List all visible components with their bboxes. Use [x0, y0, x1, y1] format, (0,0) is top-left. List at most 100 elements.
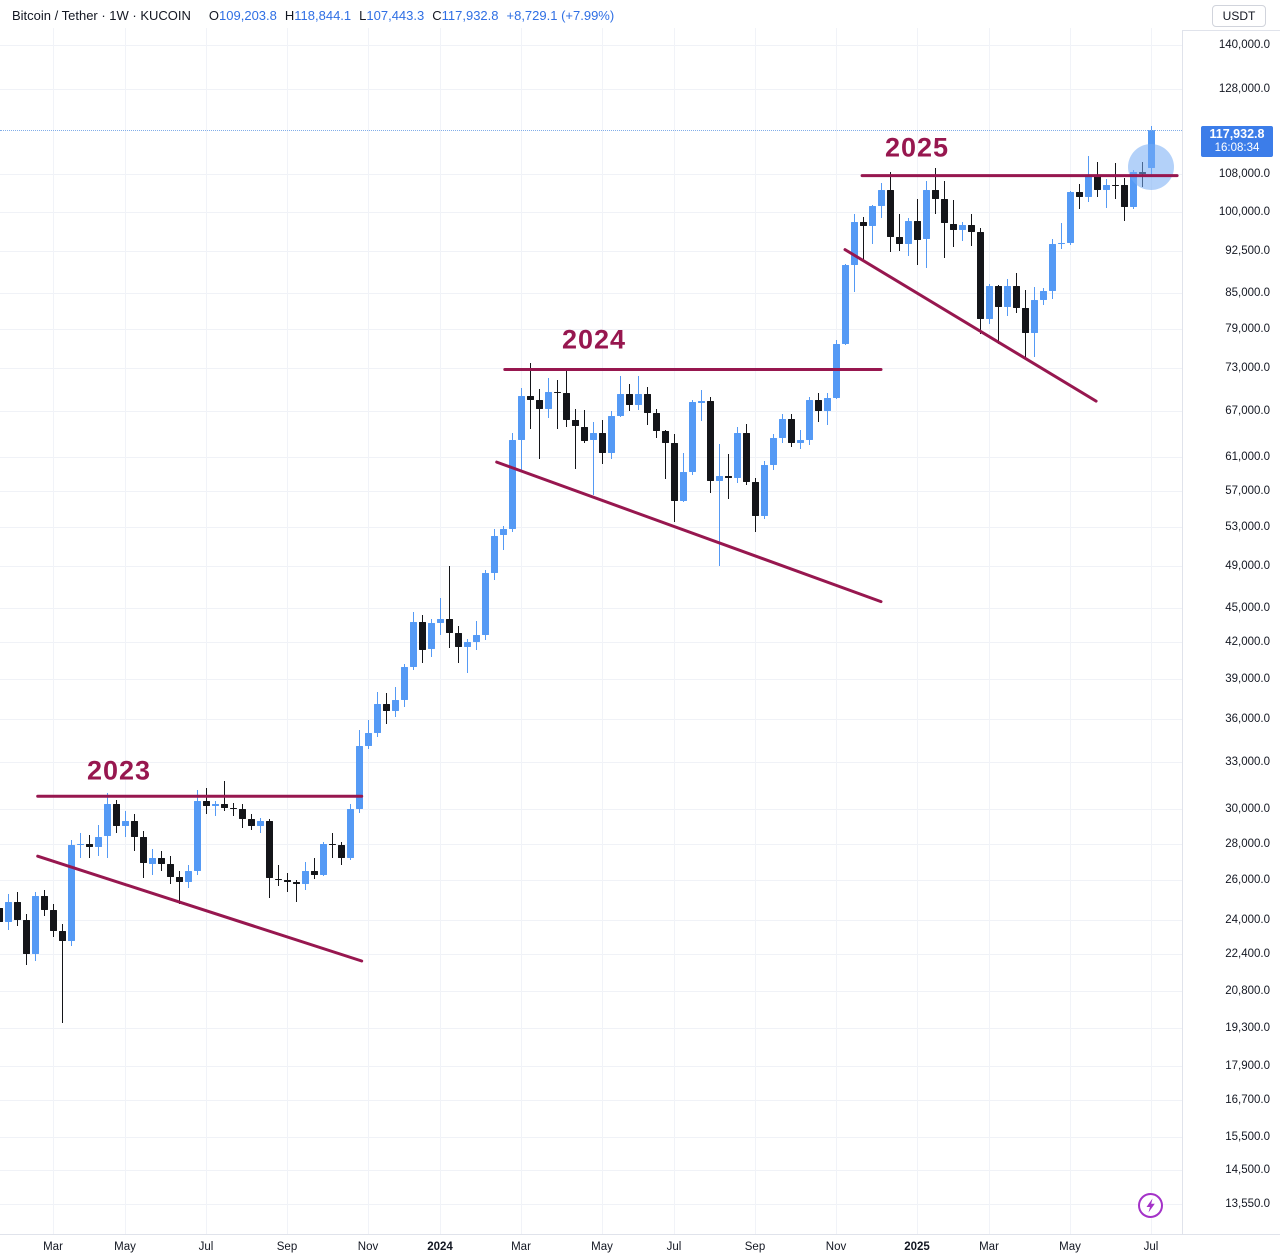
candle-up: [922, 190, 930, 240]
candle-wick-up: [79, 833, 81, 858]
candle-down: [418, 621, 426, 650]
price-tick-label: 17,900.0: [1225, 1060, 1270, 1072]
candle-wick-down: [1114, 163, 1116, 200]
candle-up: [256, 821, 264, 827]
candle-down: [940, 199, 948, 224]
candle-down: [949, 223, 957, 230]
gridline-horizontal: [0, 920, 1182, 921]
candle-wick-up: [439, 598, 441, 636]
price-tick-label: 45,000.0: [1225, 602, 1270, 614]
price-tick-label: 30,000.0: [1225, 803, 1270, 815]
candle-down: [0, 907, 3, 923]
gridline-horizontal: [0, 880, 1182, 881]
candle-down: [166, 863, 174, 877]
gridline-horizontal: [0, 844, 1182, 845]
candle-wick-up: [214, 801, 216, 817]
price-tick-label: 13,550.0: [1225, 1198, 1270, 1210]
candle-wick-down: [556, 379, 558, 430]
gridline-vertical: [602, 28, 603, 1234]
gridline-horizontal: [0, 293, 1182, 294]
candle-up: [94, 836, 102, 848]
candle-down: [49, 909, 57, 931]
candle-up: [1030, 300, 1038, 333]
gridline-horizontal: [0, 1170, 1182, 1171]
time-tick-label: Sep: [276, 1241, 298, 1253]
candle-wick-up: [466, 638, 468, 673]
candle-up: [778, 418, 786, 439]
candle-up: [346, 809, 354, 858]
gridline-horizontal: [0, 212, 1182, 213]
candle-up: [427, 622, 435, 650]
candle-up: [679, 472, 687, 501]
candle-up: [301, 870, 309, 885]
candle-down: [643, 393, 651, 413]
candle-up: [409, 621, 417, 667]
price-tick-label: 19,300.0: [1225, 1022, 1270, 1034]
gridline-vertical: [287, 28, 288, 1234]
candle-down: [382, 704, 390, 711]
candle-up: [103, 804, 111, 837]
candle-down: [283, 880, 291, 883]
trend-line-2024-support[interactable]: [495, 460, 883, 604]
price-scale[interactable]: USDT 117,932.8 16:08:34 140,000.0 128,000…: [1182, 0, 1280, 1234]
pattern-label-2025[interactable]: 2025: [884, 132, 950, 163]
candle-down: [751, 482, 759, 516]
symbol-title[interactable]: Bitcoin / Tether · 1W · KUCOIN: [12, 8, 191, 23]
highlight-circle[interactable]: [1128, 144, 1174, 190]
candle-down: [1012, 286, 1020, 308]
candle-down: [1075, 192, 1083, 197]
gridline-horizontal: [0, 762, 1182, 763]
currency-toggle-button[interactable]: USDT: [1212, 5, 1266, 27]
candle-down: [238, 809, 246, 820]
candle-up: [400, 666, 408, 700]
price-tick-label: 73,000.0: [1225, 362, 1270, 374]
candle-up: [436, 619, 444, 623]
gridline-vertical: [755, 28, 756, 1234]
candle-down: [625, 393, 633, 405]
candle-down: [814, 400, 822, 411]
candle-down: [337, 845, 345, 858]
price-tick-label: 140,000.0: [1218, 39, 1270, 51]
last-price-badge: 117,932.8 16:08:34: [1201, 126, 1273, 157]
gridline-horizontal: [0, 491, 1182, 492]
price-tick-label: 16,700.0: [1225, 1094, 1270, 1106]
candle-up: [121, 821, 129, 827]
candle-up: [760, 465, 768, 516]
candle-down: [661, 431, 669, 443]
candle-up: [832, 343, 840, 399]
bar-countdown: 16:08:34: [1214, 142, 1260, 154]
gridline-vertical: [125, 28, 126, 1234]
candle-wick-down: [313, 858, 315, 879]
candle-wick-down: [952, 199, 954, 247]
candle-up: [733, 432, 741, 478]
candle-up: [544, 391, 552, 410]
lightning-icon[interactable]: [1137, 1192, 1164, 1219]
pattern-label-2024[interactable]: 2024: [561, 324, 627, 355]
price-tick-label: 92,500.0: [1225, 245, 1270, 257]
time-tick-label: Jul: [1143, 1241, 1159, 1253]
gridline-horizontal: [0, 991, 1182, 992]
price-tick-label: 67,000.0: [1225, 405, 1270, 417]
low-label: L: [359, 8, 367, 23]
candle-up: [1066, 192, 1074, 243]
candle-down: [859, 222, 867, 226]
high-label: H: [284, 8, 295, 23]
candle-down: [265, 821, 273, 879]
price-tick-label: 28,000.0: [1225, 838, 1270, 850]
candle-down: [562, 393, 570, 421]
candle-up: [472, 635, 480, 643]
time-scale[interactable]: Mar May Jul Sep Nov 2024 Mar May Jul Sep Nov 2025 Ma…: [0, 1234, 1280, 1260]
candle-wick-up: [592, 421, 594, 496]
candle-wick-down: [664, 429, 666, 479]
pattern-label-2023[interactable]: 2023: [86, 755, 152, 786]
price-tick-label: 15,500.0: [1225, 1131, 1270, 1143]
gridline-horizontal: [0, 954, 1182, 955]
candle-up: [391, 700, 399, 711]
gridline-horizontal: [0, 1204, 1182, 1205]
candle-down: [85, 843, 93, 848]
chart-canvas[interactable]: 2023 2024 2025: [0, 0, 1182, 1234]
candle-up: [499, 528, 507, 536]
trend-line-2025-support[interactable]: [843, 248, 1098, 403]
candle-down: [580, 426, 588, 441]
candle-up: [1003, 286, 1011, 307]
